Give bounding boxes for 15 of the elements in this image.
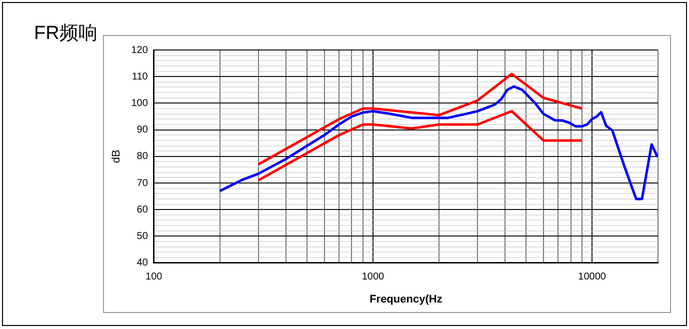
x-tick-label: 100 bbox=[146, 272, 163, 283]
y-tick-label: 120 bbox=[131, 44, 148, 56]
x-axis-title: Frequency(Hz bbox=[370, 293, 443, 306]
x-tick-label: 10000 bbox=[578, 272, 606, 283]
y-tick-label: 80 bbox=[136, 151, 148, 162]
y-tick-label: 110 bbox=[132, 71, 148, 82]
y-tick-label: 70 bbox=[136, 178, 148, 189]
y-tick-label: 100 bbox=[131, 98, 148, 109]
x-tick-label: 1000 bbox=[362, 272, 385, 283]
chart-title: FR频响 bbox=[34, 22, 98, 46]
y-tick-label: 50 bbox=[136, 230, 148, 242]
y-axis-title: dB bbox=[110, 150, 123, 164]
y-tick-label: 60 bbox=[136, 204, 148, 216]
y-tick-label: 40 bbox=[136, 258, 148, 269]
y-tick-label: 90 bbox=[136, 124, 148, 136]
